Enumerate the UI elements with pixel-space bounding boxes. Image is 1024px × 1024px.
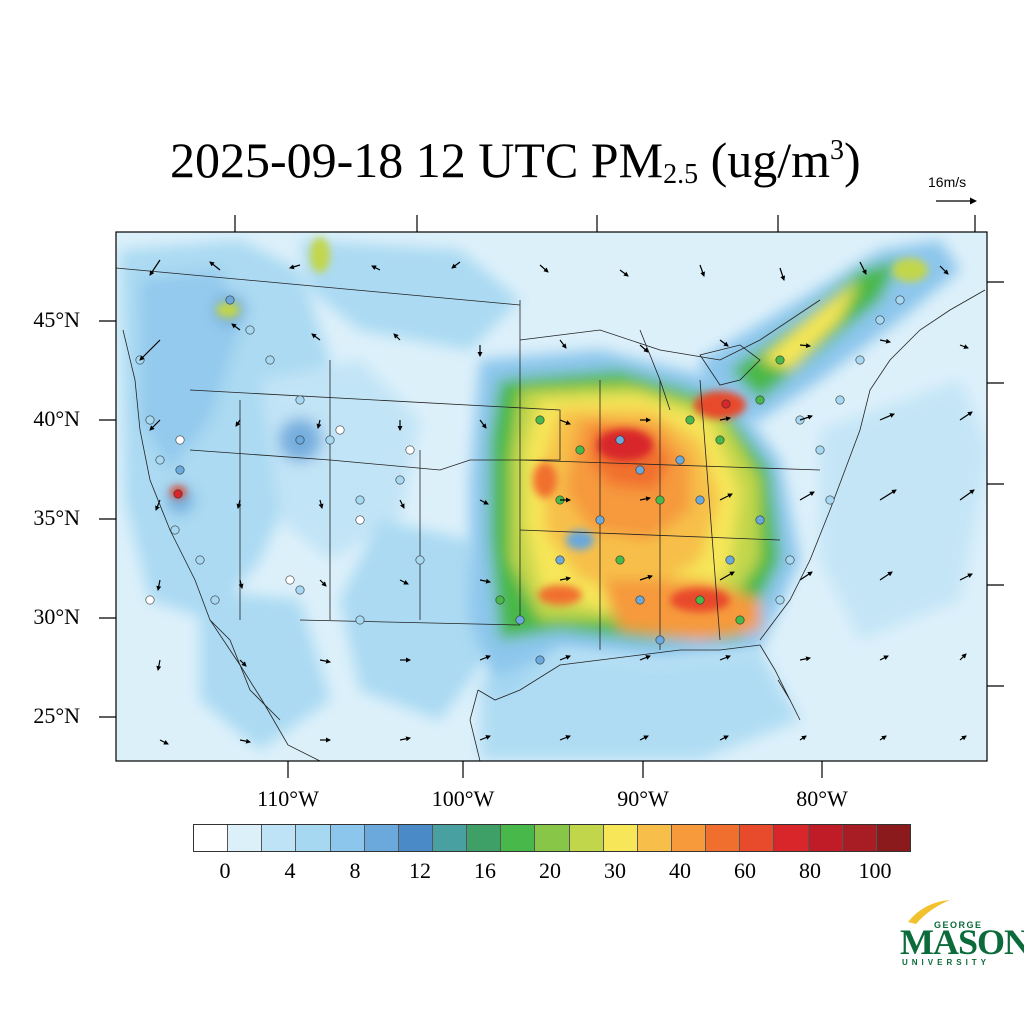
colorbar-swatch	[740, 825, 775, 851]
lat-label-30: 30°N	[33, 604, 80, 629]
colorbar-label: 16	[474, 858, 496, 883]
lat-label-35: 35°N	[33, 505, 80, 530]
lon-label-100: 100°W	[431, 786, 495, 811]
colorbar-label: 100	[858, 858, 892, 883]
colorbar-swatch	[501, 825, 536, 851]
reference-arrow-icon	[936, 197, 977, 205]
colorbar-label: 12	[409, 858, 431, 883]
colorbar-swatch	[364, 825, 399, 851]
colorbar-swatch	[603, 825, 638, 851]
colorbar-label: 60	[734, 858, 756, 883]
colorbar-swatch	[637, 825, 672, 851]
reference-vector-label: 16m/s	[928, 174, 967, 190]
lat-label-45: 45°N	[33, 307, 80, 332]
colorbar-label: 8	[349, 858, 361, 883]
title-unit-close: )	[844, 132, 861, 188]
map-title: 2025-09-18 12 UTC PM2.5 (ug/m3)	[0, 128, 1024, 198]
colorbar-swatch	[194, 825, 229, 851]
colorbar-label: 4	[284, 858, 296, 883]
concentration-field	[116, 232, 987, 761]
colorbar-swatch	[535, 825, 570, 851]
colorbar-swatch	[842, 825, 877, 851]
monitor-sites	[135, 295, 905, 665]
colorbar-swatch	[774, 825, 809, 851]
reference-vector: 16m/s	[928, 174, 984, 214]
lon-label-80: 80°W	[796, 786, 848, 811]
colorbar-label: 80	[799, 858, 821, 883]
logo-line-2: MASON	[900, 922, 1024, 962]
colorbar-swatch	[808, 825, 843, 851]
colorbar	[193, 824, 911, 852]
title-superscript: 3	[830, 135, 845, 166]
colorbar-swatch	[228, 825, 263, 851]
colorbar-swatch	[330, 825, 365, 851]
logo-swoosh-icon	[908, 900, 950, 924]
wind-vectors	[139, 259, 975, 745]
colorbar-label: 20	[539, 858, 561, 883]
colorbar-swatch	[706, 825, 741, 851]
title-subscript: 2.5	[663, 159, 699, 190]
logo-line-3: UNIVERSITY	[902, 958, 991, 967]
boundaries	[116, 267, 986, 761]
logo-line-1: GEORGE	[934, 920, 983, 930]
lat-label-25: 25°N	[33, 703, 80, 728]
lon-label-110: 110°W	[257, 786, 319, 811]
colorbar-swatch	[262, 825, 297, 851]
colorbar-label: 0	[219, 858, 231, 883]
colorbar-swatch	[432, 825, 468, 851]
colorbar-label: 30	[604, 858, 626, 883]
lat-label-40: 40°N	[33, 406, 80, 431]
george-mason-logo: GEORGE MASON UNIVERSITY	[898, 898, 1024, 970]
colorbar-swatch	[876, 825, 910, 851]
colorbar-swatch	[671, 825, 707, 851]
colorbar-swatch	[467, 825, 502, 851]
title-prefix: 2025-09-18 12 UTC PM	[170, 132, 664, 188]
colorbar-label: 40	[669, 858, 691, 883]
map-frame	[115, 231, 988, 762]
colorbar-swatch	[569, 825, 604, 851]
axis-ticks	[99, 215, 1004, 778]
colorbar-swatch	[398, 825, 433, 851]
colorbar-swatch	[296, 825, 331, 851]
title-unit-open: (ug/m	[698, 132, 831, 188]
lon-label-90: 90°W	[617, 786, 669, 811]
